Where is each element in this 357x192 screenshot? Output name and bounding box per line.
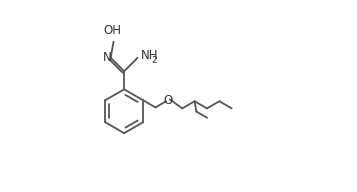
Text: NH: NH	[141, 49, 158, 62]
Text: O: O	[163, 94, 172, 107]
Text: OH: OH	[104, 24, 121, 37]
Text: 2: 2	[152, 56, 157, 65]
Text: N: N	[103, 51, 112, 64]
